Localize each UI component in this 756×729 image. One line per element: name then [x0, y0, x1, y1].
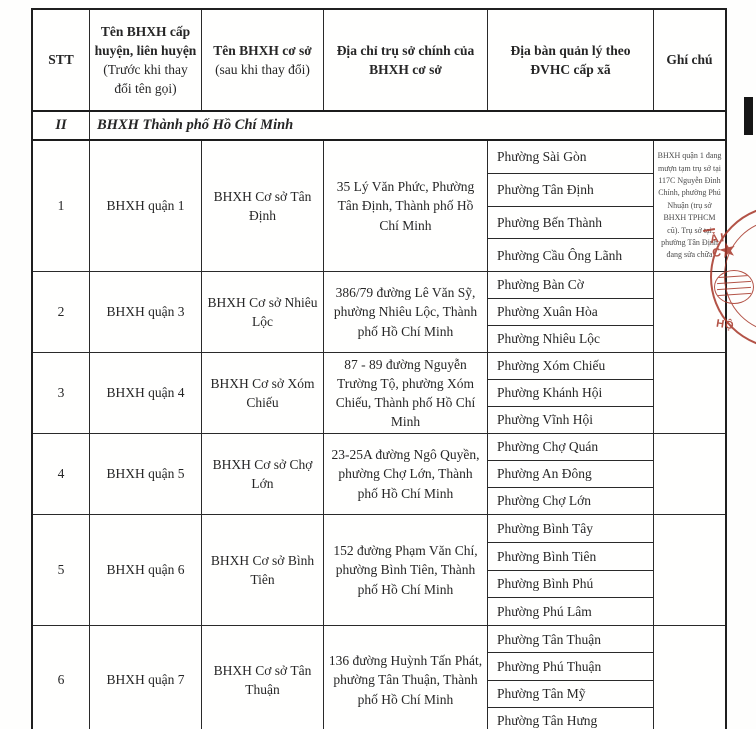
ward-item: Phường Nhiêu Lộc — [488, 325, 653, 352]
header-address: Địa chỉ trụ sở chính của BHXH cơ sở — [324, 10, 488, 110]
ward-item: Phường Chợ Quán — [497, 439, 599, 455]
row-note — [654, 626, 725, 729]
table-row: 6 BHXH quận 7 BHXH Cơ sở Tân Thuận 136 đ… — [33, 625, 725, 729]
ward-item: Phường Khánh Hội — [488, 379, 653, 406]
ward-item: Phường Tân Định — [488, 172, 653, 206]
row-note: BHXH quận 1 đang mượn tạm trụ sở tại 117… — [657, 151, 722, 260]
row-new-name: BHXH Cơ sở Chợ Lớn — [202, 434, 324, 514]
table-row: 5 BHXH quận 6 BHXH Cơ sở Bình Tiên 152 đ… — [33, 514, 725, 625]
row-wards: Phường Sài Gòn Phường Tân Định Phường Bến … — [488, 141, 654, 271]
header-note-label: Ghí chú — [666, 52, 713, 68]
header-wards: Địa bàn quản lý theo ĐVHC cấp xã — [488, 10, 654, 110]
header-old-name: Tên BHXH cấp huyện, liên huyện (Trước kh… — [90, 10, 202, 110]
header-note: Ghí chú — [654, 10, 725, 110]
row-note — [654, 272, 725, 352]
section-title: BHXH Thành phố Hồ Chí Minh — [97, 117, 294, 134]
header-new-name: Tên BHXH cơ sở (sau khi thay đổi) — [202, 10, 324, 110]
row-stt: 5 — [33, 515, 90, 625]
row-old-name: BHXH quận 3 — [90, 272, 202, 352]
row-stt: 2 — [33, 272, 90, 352]
ward-item: Phường Xóm Chiếu — [497, 358, 606, 374]
row-wards: Phường Bàn Cờ Phường Xuân Hòa Phường Nhiêu… — [488, 272, 654, 352]
ward-item: Phường Cầu Ông Lãnh — [488, 238, 653, 271]
row-stt: 4 — [33, 434, 90, 514]
ward-item: Phường Vĩnh Hội — [488, 406, 653, 433]
row-note — [654, 353, 725, 433]
header-address-label: Địa chỉ trụ sở chính của BHXH cơ sở — [336, 42, 475, 77]
section-row: II BHXH Thành phố Hồ Chí Minh — [33, 110, 725, 141]
row-new-name: BHXH Cơ sở Tân Thuận — [202, 626, 324, 729]
table-row: 2 BHXH quận 3 BHXH Cơ sở Nhiêu Lộc 386/7… — [33, 271, 725, 352]
row-new-name: BHXH Cơ sở Xóm Chiếu — [202, 353, 324, 433]
ward-item: Phường Chợ Lớn — [488, 487, 653, 514]
row-stt: 6 — [33, 626, 90, 729]
row-wards: Phường Xóm Chiếu Phường Khánh Hội Phường V… — [488, 353, 654, 433]
header-stt-label: STT — [48, 52, 74, 68]
header-wards-label: Địa bàn quản lý theo ĐVHC cấp xã — [510, 42, 631, 77]
row-address: 23-25A đường Ngô Quyền, phường Chợ Lớn, … — [324, 434, 488, 514]
row-wards: Phường Bình Tây Phường Bình Tiên Phường Bì… — [488, 515, 654, 625]
table-header-row: STT Tên BHXH cấp huyện, liên huyện (Trướ… — [33, 10, 725, 110]
header-new-name-sub: (sau khi thay đổi) — [215, 62, 310, 77]
ward-item: Phường Tân Hưng — [488, 706, 653, 729]
row-address: 386/79 đường Lê Văn Sỹ, phường Nhiêu Lộc… — [324, 272, 488, 352]
header-old-name-main: Tên BHXH cấp huyện, liên huyện — [94, 23, 197, 58]
row-note — [654, 515, 725, 625]
row-address: 35 Lý Văn Phức, Phường Tân Định, Thành p… — [324, 141, 488, 271]
row-stt: 1 — [33, 141, 90, 271]
row-old-name: BHXH quận 1 — [90, 141, 202, 271]
header-new-name-main: Tên BHXH cơ sở — [213, 42, 312, 58]
ward-item: Phường Bình Tiên — [488, 541, 653, 570]
stamp-inner-ring-icon — [724, 219, 756, 333]
table-row: 4 BHXH quận 5 BHXH Cơ sở Chợ Lớn 23-25A … — [33, 433, 725, 514]
scan-artifact-mark — [744, 97, 753, 135]
ward-item: Phường Sài Gòn — [497, 149, 587, 165]
row-note — [654, 434, 725, 514]
bhxh-offices-table: STT Tên BHXH cấp huyện, liên huyện (Trướ… — [31, 8, 727, 729]
header-old-name-sub: (Trước khi thay đổi tên gọi) — [103, 62, 188, 97]
row-address: 136 đường Huỳnh Tấn Phát, phường Tân Thu… — [324, 626, 488, 729]
ward-item: Phường Xuân Hòa — [488, 298, 653, 325]
table-row: 1 BHXH quận 1 BHXH Cơ sở Tân Định 35 Lý … — [33, 141, 725, 271]
ward-item: Phường Bàn Cờ — [497, 277, 584, 293]
row-old-name: BHXH quận 6 — [90, 515, 202, 625]
ward-item: Phường Phú Lâm — [488, 597, 653, 625]
ward-item: Phường Bình Tây — [497, 520, 593, 536]
row-new-name: BHXH Cơ sở Nhiêu Lộc — [202, 272, 324, 352]
ward-item: Phường Tân Thuận — [497, 631, 601, 647]
header-stt: STT — [33, 10, 90, 110]
row-old-name: BHXH quận 4 — [90, 353, 202, 433]
row-new-name: BHXH Cơ sở Tân Định — [202, 141, 324, 271]
row-wards: Phường Chợ Quán Phường An Đông Phường Chợ … — [488, 434, 654, 514]
ward-item: Phường Bình Phú — [488, 569, 653, 598]
row-stt: 3 — [33, 353, 90, 433]
table-row: 3 BHXH quận 4 BHXH Cơ sở Xóm Chiếu 87 - … — [33, 352, 725, 433]
row-old-name: BHXH quận 5 — [90, 434, 202, 514]
row-wards: Phường Tân Thuận Phường Phú Thuận Phường T… — [488, 626, 654, 729]
row-old-name: BHXH quận 7 — [90, 626, 202, 729]
section-index: II — [33, 112, 90, 139]
row-new-name: BHXH Cơ sở Bình Tiên — [202, 515, 324, 625]
ward-item: Phường Bến Thành — [488, 205, 653, 239]
row-address: 87 - 89 đường Nguyễn Trường Tộ, phường X… — [324, 353, 488, 433]
ward-item: Phường Phú Thuận — [488, 652, 653, 679]
ward-item: Phường An Đông — [488, 460, 653, 487]
row-address: 152 đường Phạm Văn Chí, phường Bình Tiên… — [324, 515, 488, 625]
ward-item: Phường Tân Mỹ — [488, 679, 653, 707]
